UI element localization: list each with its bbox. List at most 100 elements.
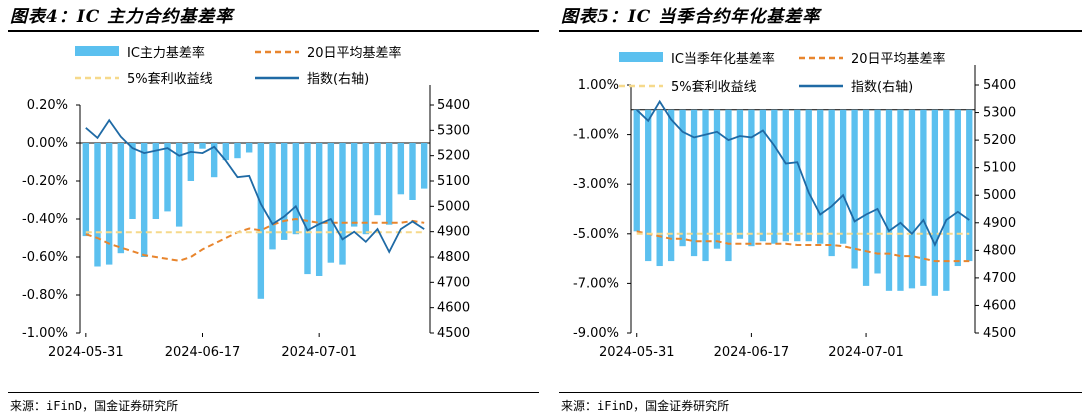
bar-2024-06-21 — [794, 109, 801, 242]
bar-2024-06-05 — [667, 109, 675, 262]
source-note: 来源：iFinD，国金证券研究所 — [561, 399, 730, 413]
title-rule — [559, 30, 1082, 32]
bar-2024-07-04 — [350, 143, 358, 227]
bar-2024-06-11 — [702, 109, 709, 262]
bar-2024-07-11 — [954, 109, 961, 267]
right-tick-label: 4900 — [437, 225, 470, 240]
index-line — [85, 118, 425, 254]
bar-2024-06-13 — [725, 109, 732, 262]
legend-label: 指数(右轴) — [307, 72, 369, 87]
right-tick-label: 5300 — [437, 123, 470, 138]
bar-2024-05-31 — [82, 143, 90, 237]
bar-2024-06-07 — [690, 109, 698, 257]
right-tick-label: 5400 — [983, 78, 1016, 93]
bar-2024-07-01 — [315, 143, 323, 276]
right-tick-label: 5100 — [437, 174, 470, 189]
title-rule — [8, 30, 539, 32]
right-tick-label: 4700 — [437, 275, 470, 290]
bar-2024-06-24 — [805, 109, 812, 242]
left-tick-label: -3.00% — [573, 177, 619, 192]
bar-2024-06-04 — [105, 143, 113, 265]
bar-2024-07-05 — [362, 143, 370, 235]
left-tick-label: -0.40% — [22, 212, 68, 227]
left-tick-label: 0.00% — [27, 136, 68, 151]
bar-2024-06-21 — [245, 143, 253, 153]
bar-2024-06-20 — [782, 109, 789, 242]
chart-svg: 0.20% 0.00% -0.20% -0.40% -0.60% -0.80% -1.00%… — [22, 45, 470, 360]
bar-2024-06-14 — [187, 143, 195, 181]
avg-basis-line — [85, 217, 425, 262]
bar-2024-06-17 — [748, 109, 755, 247]
bar-2024-07-02 — [874, 109, 881, 274]
right-tick-label: 5300 — [983, 106, 1016, 121]
left-tick-label: -1.00% — [22, 326, 68, 341]
bar-2024-06-14 — [736, 109, 744, 239]
bar-2024-06-28 — [851, 109, 858, 269]
bar-2024-06-25 — [269, 143, 276, 250]
bar-2024-06-12 — [713, 109, 721, 249]
bar-2024-07-09 — [931, 109, 939, 296]
right-tick-label: 4600 — [983, 298, 1016, 313]
bar-2024-06-03 — [645, 109, 652, 262]
bar-2024-07-08 — [920, 109, 927, 286]
bar-2024-07-03 — [339, 143, 346, 265]
left-tick-label: 1.00% — [578, 78, 619, 93]
left-tick-label: -0.80% — [22, 288, 68, 303]
index-line — [636, 99, 970, 247]
bar-2024-06-18 — [210, 143, 218, 178]
chart-title: 图表5：IC 当季合约年化基差率 — [561, 7, 821, 27]
bar-2024-06-28 — [304, 143, 311, 275]
bar-2024-07-10 — [943, 109, 950, 291]
bar-2024-06-26 — [280, 143, 288, 240]
bar-2024-07-11 — [409, 143, 416, 200]
bar-2024-07-01 — [862, 109, 870, 286]
right-tick-label: 4900 — [983, 216, 1016, 231]
legend-swatch-bar — [75, 46, 119, 56]
legend-label: IC主力基差率 — [127, 45, 205, 61]
bar-2024-07-08 — [374, 143, 381, 216]
bar-2024-06-24 — [257, 143, 265, 299]
left-tick-label: -7.00% — [573, 276, 619, 291]
x-tick-label: 2024-06-17 — [714, 345, 790, 360]
legend-label: 20日平均基差率 — [307, 45, 402, 61]
x-tick-label: 2024-05-31 — [599, 345, 675, 360]
x-tick-label: 2024-07-01 — [828, 345, 904, 360]
bar-2024-06-20 — [234, 143, 241, 159]
right-tick-label: 5200 — [437, 149, 470, 164]
source-rule — [8, 392, 539, 393]
x-tick-label: 2024-05-31 — [48, 345, 124, 360]
right-tick-label: 5000 — [437, 199, 470, 214]
bar-2024-06-04 — [656, 109, 663, 267]
bar-2024-07-12 — [420, 143, 428, 189]
bar-2024-06-19 — [771, 109, 778, 244]
legend-label: 5%套利收益线 — [671, 79, 757, 95]
bar-2024-06-27 — [292, 143, 300, 235]
legend-label: 5%套利收益线 — [127, 71, 213, 87]
left-tick-label: -0.60% — [22, 250, 68, 265]
bar-2024-06-25 — [817, 109, 824, 244]
legend-label: IC当季年化基差率 — [671, 51, 775, 67]
bar-2024-06-05 — [117, 143, 125, 254]
right-tick-label: 4600 — [437, 301, 470, 316]
bar-2024-06-07 — [140, 143, 148, 257]
right-tick-label: 4500 — [983, 326, 1016, 341]
bar-2024-07-10 — [397, 143, 405, 195]
bar-2024-06-18 — [759, 109, 767, 242]
chart-svg: 1.00% -1.00% -3.00% -5.00% -7.00% -9.00% 5400 5… — [573, 51, 1016, 360]
bar-2024-05-31 — [633, 109, 640, 232]
bar-2024-06-13 — [175, 143, 183, 227]
left-tick-label: -0.20% — [22, 174, 68, 189]
left-tick-label: -1.00% — [573, 128, 619, 143]
bar-2024-06-12 — [164, 143, 171, 212]
legend-label: 指数(右轴) — [851, 80, 913, 95]
bar-2024-07-05 — [908, 109, 916, 289]
chart-panel-ic-quarterly-basis: 图表5：IC 当季合约年化基差率 1.00% -1.00% -3.00% -5.00%… — [551, 0, 1086, 417]
right-tick-label: 4800 — [983, 243, 1016, 258]
bar-2024-07-12 — [966, 109, 973, 262]
right-tick-label: 5400 — [437, 98, 470, 113]
right-tick-label: 5100 — [983, 161, 1016, 176]
bar-2024-06-06 — [129, 143, 136, 219]
right-tick-label: 4800 — [437, 250, 470, 265]
chart-title: 图表4：IC 主力合约基差率 — [10, 7, 234, 27]
bar-2024-07-04 — [897, 109, 904, 291]
